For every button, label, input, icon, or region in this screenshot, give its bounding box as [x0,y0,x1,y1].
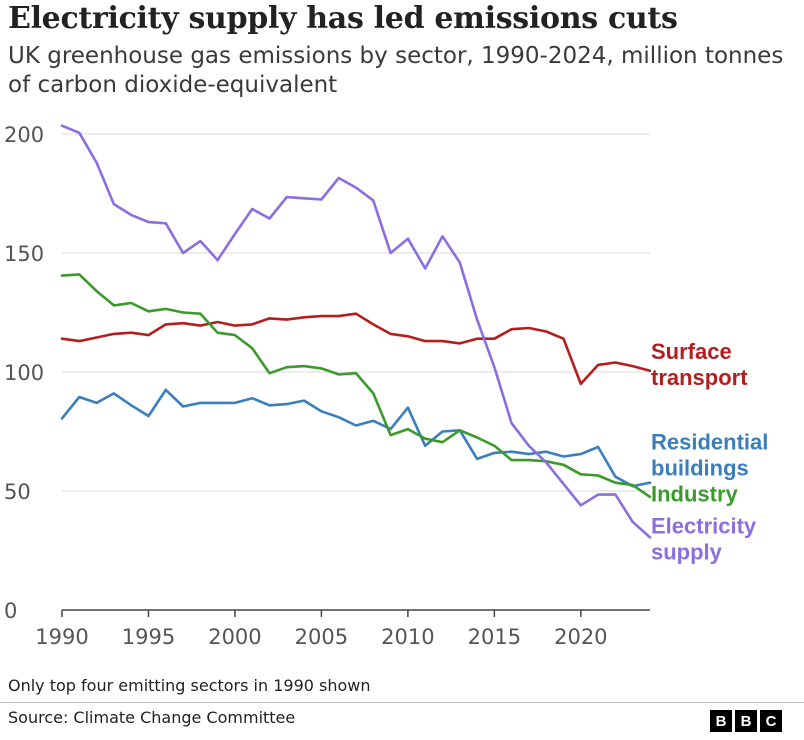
chart-note: Only top four emitting sectors in 1990 s… [8,676,371,695]
x-tick-label: 2005 [295,625,348,649]
series-label-electricity-supply: supply [651,540,723,565]
x-tick-label: 2000 [208,625,261,649]
series-label-surface-transport: Surface [651,339,732,364]
logo-letter: B [735,710,757,732]
chart-subtitle: UK greenhouse gas emissions by sector, 1… [8,43,784,98]
x-tick-label: 2020 [554,625,607,649]
y-tick-label: 100 [4,361,44,385]
footer-divider [0,702,804,703]
line-chart: 0 50 100 150 200 1990 1995 2000 2005 2010 2015 2020… [4,123,768,649]
chart-title: Electricity supply has led emissions cut… [8,1,678,36]
series-label-industry: Industry [651,482,739,507]
series-line-industry [60,273,652,499]
series-label-electricity-supply: Electricity [651,514,757,539]
y-tick-label: 200 [4,123,44,147]
y-tick-label: 0 [4,599,17,623]
series-line-residential-buildings [60,388,652,488]
x-tick-label: 1990 [35,625,88,649]
series-label-surface-transport: transport [651,365,748,390]
series-lines [60,124,652,539]
x-tick-label: 1995 [122,625,175,649]
axes: 0 50 100 150 200 1990 1995 2000 2005 2010 2015 2020 [4,123,650,649]
gridlines [62,133,650,492]
logo-letter: B [710,710,732,732]
logo-letter: C [760,710,782,732]
series-label-residential-buildings: Residential [651,430,768,455]
y-tick-label: 50 [4,480,31,504]
bbc-logo: B B C [710,710,782,732]
series-label-residential-buildings: buildings [651,456,749,481]
y-tick-label: 150 [4,242,44,266]
series-line-surface-transport [60,312,652,386]
source-credit: Source: Climate Change Committee [8,708,296,727]
x-tick-label: 2015 [468,625,521,649]
series-line-electricity-supply [60,124,652,539]
x-tick-label: 2010 [381,625,434,649]
